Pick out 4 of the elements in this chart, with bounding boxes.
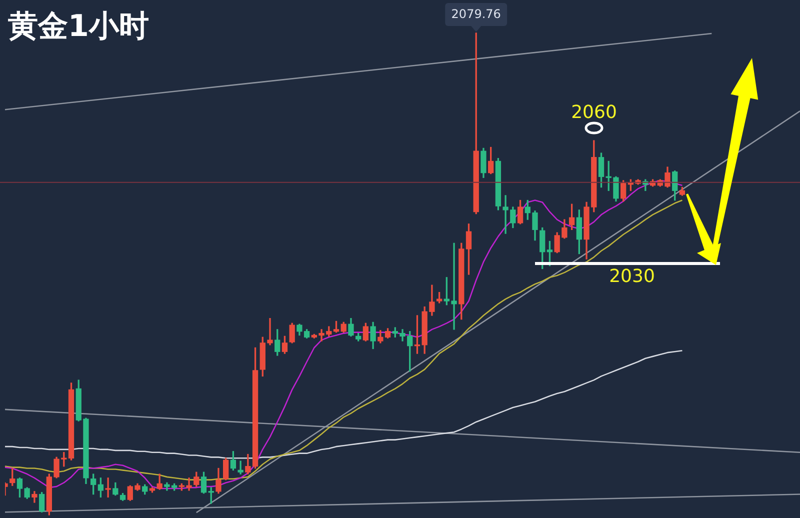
annotation: 2060 xyxy=(570,102,618,123)
annotation: 2079.76 xyxy=(445,3,508,26)
chart-title: 黄金1小时 xyxy=(8,8,149,46)
annotation: 2030 xyxy=(608,266,656,287)
